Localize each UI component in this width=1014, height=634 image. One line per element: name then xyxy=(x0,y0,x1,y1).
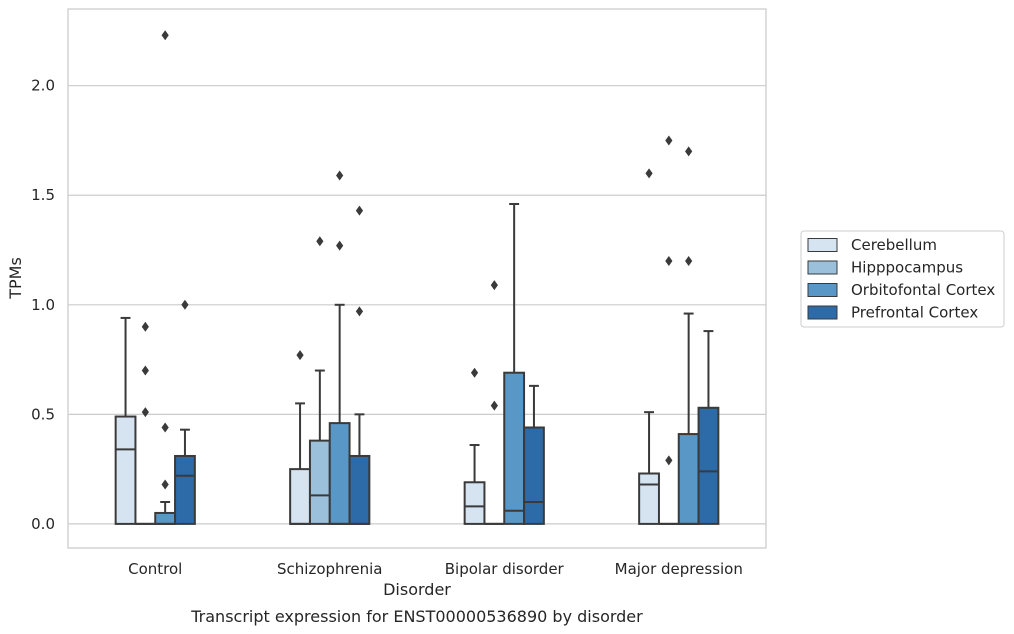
y-tick-label: 1.0 xyxy=(31,296,55,314)
outlier-point xyxy=(665,135,673,146)
y-tick-label: 1.5 xyxy=(31,186,55,204)
box-body xyxy=(348,454,371,525)
category-group xyxy=(289,170,371,525)
outlier-point xyxy=(336,170,344,181)
legend-swatch xyxy=(807,305,838,320)
box-orbitofontal-cortex xyxy=(154,30,177,525)
y-axis-title: TPMs xyxy=(6,257,25,300)
category-group xyxy=(114,30,196,525)
box-hipppocampus xyxy=(658,135,679,525)
legend-label: Prefrontal Cortex xyxy=(851,304,978,322)
outlier-point xyxy=(336,240,344,251)
outlier-point xyxy=(665,255,673,266)
box-cerebellum xyxy=(638,168,660,525)
x-axis-ticks: Control Schizophrenia Bipolar disorder Majo… xyxy=(128,560,743,578)
y-tick-label: 0.0 xyxy=(31,515,55,533)
outlier-point xyxy=(490,400,498,411)
box-prefrontal-cortex xyxy=(348,205,371,525)
box-body xyxy=(114,415,137,525)
box-body xyxy=(174,454,196,525)
x-axis-title: Disorder xyxy=(383,580,451,599)
outlier-point xyxy=(470,367,479,378)
box-body xyxy=(463,481,486,525)
outlier-point xyxy=(355,306,364,317)
legend-swatch xyxy=(807,283,838,297)
box-hipppocampus xyxy=(484,280,505,525)
y-tick-label: 0.5 xyxy=(31,405,55,423)
outlier-point xyxy=(161,422,169,433)
chart-caption: Transcript expression for ENST0000053689… xyxy=(190,607,643,626)
outlier-point xyxy=(355,205,364,216)
outlier-point xyxy=(665,455,673,466)
box-cerebellum xyxy=(114,316,137,525)
outlier-point xyxy=(161,30,169,41)
legend-label: Orbitofontal Cortex xyxy=(851,281,995,299)
box-prefrontal-cortex xyxy=(174,299,196,525)
plot-area-frame xyxy=(67,8,767,549)
legend-label: Hipppocampus xyxy=(851,259,963,277)
box-body xyxy=(289,468,311,525)
box-hipppocampus xyxy=(135,321,156,525)
outlier-point xyxy=(645,168,653,179)
legend-swatch xyxy=(807,238,838,252)
legend-swatch xyxy=(807,260,838,275)
legend-label: Cerebellum xyxy=(851,236,937,254)
box-prefrontal-cortex xyxy=(697,330,720,525)
x-tick-label: Major depression xyxy=(615,560,743,578)
box-body xyxy=(697,406,720,525)
category-group xyxy=(638,135,720,525)
outlier-point xyxy=(141,365,149,376)
x-tick-label: Control xyxy=(128,560,182,578)
box-body xyxy=(154,511,177,525)
outlier-point xyxy=(490,280,498,291)
box-body xyxy=(503,371,526,525)
legend: Cerebellum Hipppocampus Orbitofontal Corte… xyxy=(800,230,1005,328)
box-body xyxy=(677,433,700,525)
box-body xyxy=(523,426,545,525)
x-tick-label: Schizophrenia xyxy=(277,560,382,578)
outlier-point xyxy=(141,321,149,332)
outlier-point xyxy=(316,236,324,247)
box-body xyxy=(328,422,351,525)
outlier-point xyxy=(685,255,693,266)
box-body xyxy=(638,472,660,525)
box-orbitofontal-cortex xyxy=(328,170,351,525)
y-axis-ticks: 0.0 0.5 1.0 1.5 2.0 xyxy=(31,77,55,533)
plot-area-background xyxy=(68,9,766,548)
outlier-point xyxy=(296,350,304,361)
y-tick-label: 2.0 xyxy=(31,77,55,95)
box-groups xyxy=(114,30,720,525)
x-tick-label: Bipolar disorder xyxy=(445,560,565,578)
box-prefrontal-cortex xyxy=(523,384,545,525)
category-group xyxy=(463,203,545,525)
outlier-point xyxy=(161,479,169,490)
outlier-point xyxy=(181,299,189,310)
box-cerebellum xyxy=(463,367,486,525)
outlier-point xyxy=(685,146,693,157)
box-orbitofontal-cortex xyxy=(677,146,700,525)
box-body xyxy=(308,439,331,525)
outlier-point xyxy=(141,407,149,418)
legend-frame xyxy=(800,230,1005,328)
